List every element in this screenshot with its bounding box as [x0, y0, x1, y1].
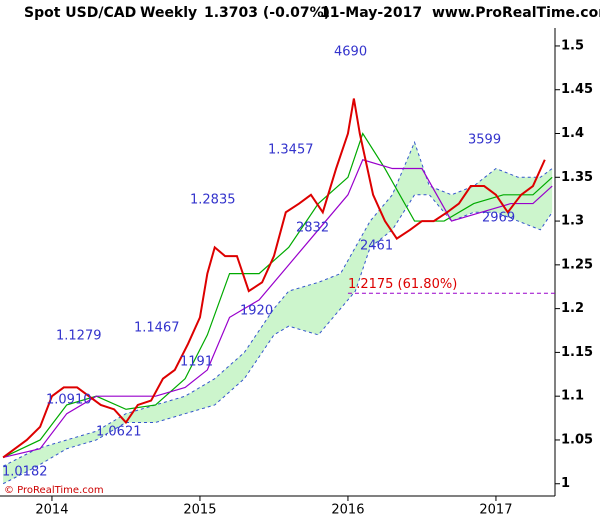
annotation: 4690	[334, 45, 367, 60]
annotations: 4690 1.3457 1.2835 2832 1920 2461 3599 2…	[2, 45, 515, 480]
annotation: 1920	[240, 304, 273, 319]
y-tick-label: 1.4	[561, 126, 584, 141]
annotation: 1191	[180, 355, 213, 370]
cloud-lower	[2, 194, 553, 485]
y-tick-label: 1.3	[561, 214, 584, 229]
annotation: 1.0910	[46, 393, 92, 408]
annotation: 1.0621	[96, 425, 142, 440]
x-tick-label: 2014	[35, 503, 68, 518]
y-tick-label: 1.1	[561, 389, 584, 404]
annotation: 2832	[296, 221, 329, 236]
y-tick-label: 1.35	[561, 170, 593, 185]
header-date: 11-May-2017	[320, 5, 422, 21]
fib-label: 1.2175 (61.80%)	[348, 277, 457, 292]
annotation: 2969	[482, 211, 515, 226]
annotation: 1.1467	[134, 321, 180, 336]
moving-average	[2, 132, 553, 459]
x-tick-label: 2016	[331, 503, 364, 518]
y-tick-label: 1.25	[561, 257, 593, 272]
y-tick-label: 1.45	[561, 82, 593, 97]
x-tick-label: 2017	[479, 503, 512, 518]
header-site: www.ProRealTime.com	[432, 5, 600, 21]
y-tick-label: 1.5	[561, 38, 584, 53]
x-tick-label: 2015	[183, 503, 216, 518]
y-tick-label: 1.05	[561, 432, 593, 447]
annotation: 3599	[468, 133, 501, 148]
cloud-fill	[3, 142, 553, 484]
y-tick-label: 1.15	[561, 345, 593, 360]
header-period: Weekly	[140, 5, 197, 21]
header-price: 1.3703 (-0.07%)	[204, 5, 330, 21]
annotation: 1.3457	[268, 143, 314, 158]
header-symbol: Spot USD/CAD	[24, 5, 136, 21]
footer: © ProRealTime.com	[4, 485, 104, 496]
annotation: 1.2835	[190, 193, 236, 208]
annotation: 2461	[360, 239, 393, 254]
y-tick-label: 1	[561, 476, 570, 491]
annotation: 1.0182	[2, 465, 48, 480]
moving-average	[2, 159, 553, 459]
annotation: 1.1279	[56, 329, 102, 344]
y-tick-label: 1.2	[561, 301, 584, 316]
price-line	[2, 98, 546, 459]
